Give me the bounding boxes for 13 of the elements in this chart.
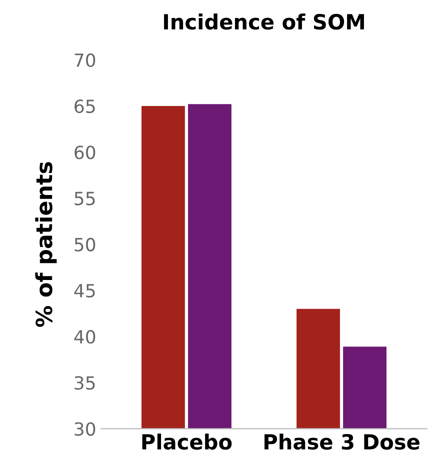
y-tick-label: 70 — [74, 53, 96, 68]
y-tick-label: 55 — [74, 192, 95, 206]
y-tick-label: 50 — [74, 238, 96, 252]
y-tick-label: 35 — [74, 376, 95, 390]
y-tick-label: 40 — [74, 330, 96, 344]
y-axis-title: % of patients — [35, 162, 57, 327]
y-tick-label: 45 — [74, 284, 95, 298]
x-tick-label: Phase 3 Dose — [264, 434, 420, 450]
chart-title: Incidence of SOM — [164, 14, 364, 30]
x-tick-label: Placebo — [142, 434, 232, 450]
y-tick-label: 30 — [74, 422, 96, 436]
y-tick-label: 60 — [74, 146, 96, 160]
y-tick-label: 65 — [74, 99, 95, 114]
